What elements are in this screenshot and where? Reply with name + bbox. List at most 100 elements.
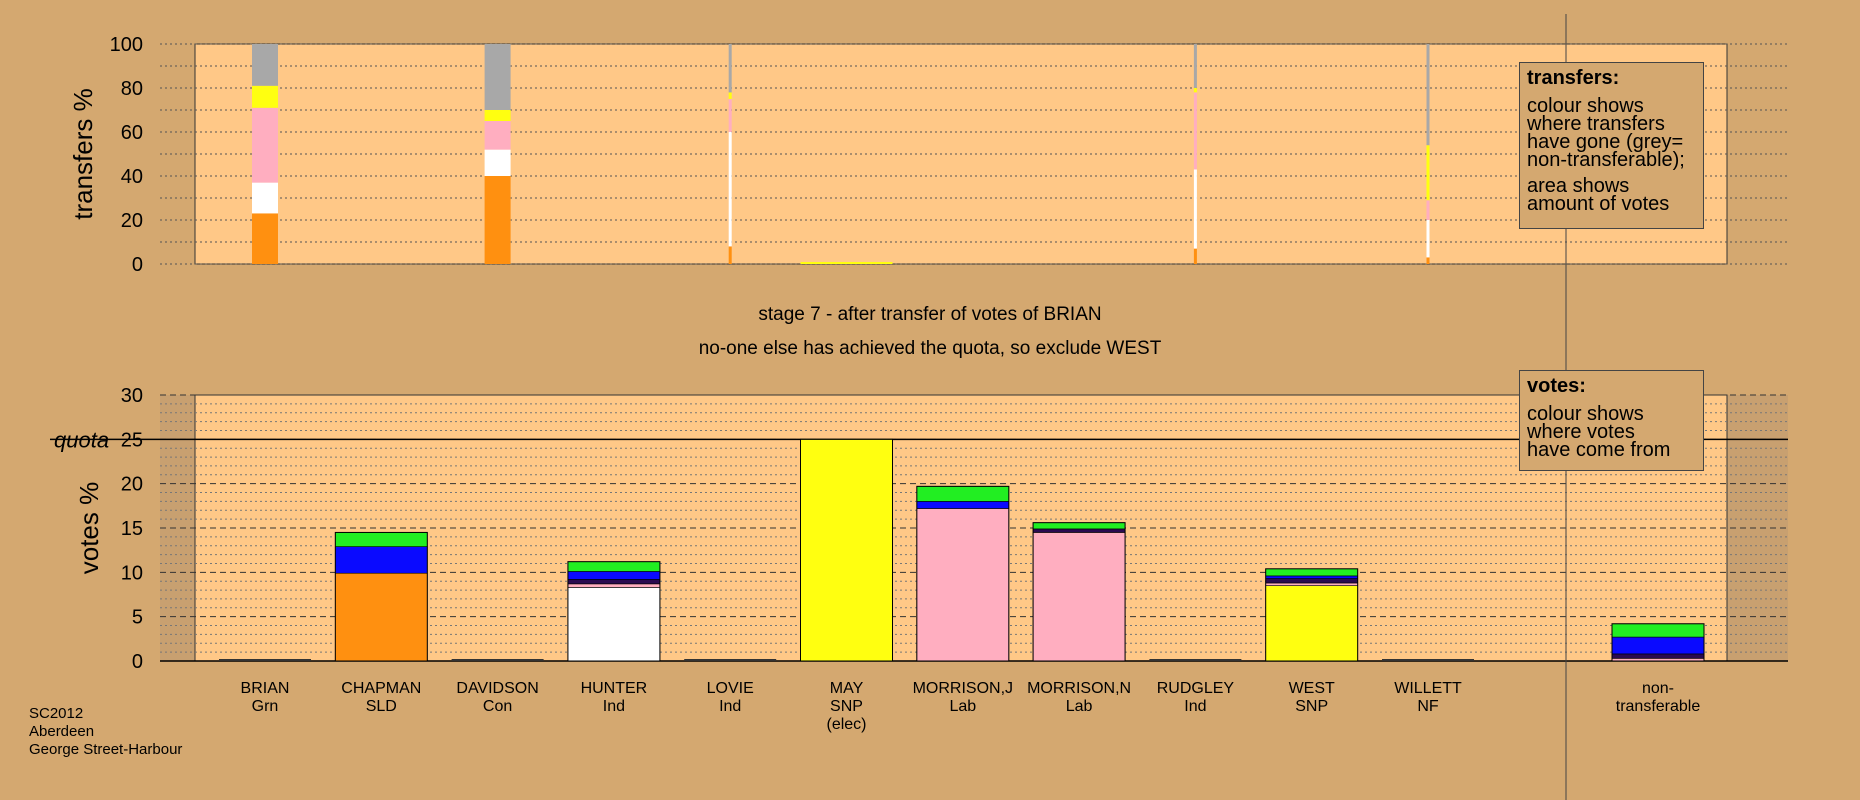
vote-bar-segment xyxy=(567,571,661,580)
vote-bar-segment xyxy=(1032,532,1126,662)
candidate-party-label: Ind xyxy=(603,698,625,715)
candidate-name-label: BRIAN xyxy=(241,680,290,697)
candidate-name-label: CHAPMAN xyxy=(341,680,421,697)
transfer-bar-segment xyxy=(1193,248,1197,264)
vote-bar-segment xyxy=(916,501,1010,509)
vote-bar-segment xyxy=(1265,575,1358,579)
transfer-bar-segment xyxy=(252,107,278,183)
transfers-tick-label: 40 xyxy=(121,166,143,188)
votes-tick-label: 15 xyxy=(121,518,143,540)
candidate-party-label: transferable xyxy=(1616,698,1701,715)
transfers-legend-line: have gone (grey= xyxy=(1527,131,1684,153)
transfers-tick-label: 20 xyxy=(121,210,143,232)
votes-legend-title: votes: xyxy=(1527,375,1586,397)
votes-tick-label: 5 xyxy=(132,607,143,629)
transfers-legend: transfers: colour shows where transfers … xyxy=(1519,62,1704,229)
transfer-bar-segment xyxy=(800,262,893,264)
transfer-bar-segment xyxy=(1193,44,1197,88)
transfer-bar-segment xyxy=(1193,169,1197,249)
transfers-tick-label: 0 xyxy=(132,254,143,276)
transfers-legend-line: amount of votes xyxy=(1527,193,1670,215)
candidate-name-label: MORRISON,N xyxy=(1027,680,1131,697)
stage-note: no-one else has achieved the quota, so e… xyxy=(698,338,1162,359)
vote-bar-segment xyxy=(334,546,428,574)
quota-label: quota xyxy=(54,427,109,452)
vote-bar-segment xyxy=(567,587,661,662)
transfer-bar-segment xyxy=(1426,200,1430,220)
vote-bar-outline xyxy=(334,531,428,662)
transfers-tick-label: 60 xyxy=(121,122,143,144)
candidate-party-label: Ind xyxy=(1184,698,1206,715)
candidate-name-label: MORRISON,J xyxy=(913,680,1013,697)
transfer-bar-segment xyxy=(1426,44,1430,146)
transfers-tick-label: 100 xyxy=(110,34,143,56)
vote-bar-segment xyxy=(1265,568,1358,577)
vote-bar-segment xyxy=(567,583,661,588)
transfer-bar-segment xyxy=(728,132,732,247)
vote-bar-segment xyxy=(1265,578,1358,584)
candidate-party-label: SLD xyxy=(366,698,397,715)
vote-bar-segment xyxy=(1611,653,1705,659)
votes-legend: votes: colour shows where votes have com… xyxy=(1519,370,1704,471)
transfers-legend-line: non-transferable); xyxy=(1527,149,1685,171)
candidate-party-label: Ind xyxy=(719,698,741,715)
vote-bar-outline xyxy=(567,561,661,662)
candidate-name-label: DAVIDSON xyxy=(456,680,538,697)
vote-bar-segment xyxy=(567,561,661,572)
candidate-party-label: SNP xyxy=(1295,698,1328,715)
transfers-legend-line: where transfers xyxy=(1527,113,1665,135)
transfers-legend-title: transfers: xyxy=(1527,67,1620,89)
vote-bar-segment xyxy=(1032,522,1126,530)
transfer-bar-segment xyxy=(484,176,511,264)
transfer-bar-segment xyxy=(252,85,278,108)
candidate-note-label: (elec) xyxy=(826,716,866,733)
transfer-bar-segment xyxy=(1426,145,1430,201)
candidate-name-label: RUDGLEY xyxy=(1157,680,1235,697)
transfer-bar-segment xyxy=(728,99,732,132)
transfers-legend-line: colour shows xyxy=(1527,95,1644,117)
vote-bar-segment xyxy=(1032,528,1126,533)
transfer-bar-segment xyxy=(1193,92,1197,170)
votes-legend-line: colour shows xyxy=(1527,403,1644,425)
transfers-axis-label: transfers % xyxy=(68,88,98,220)
candidate-party-label: Con xyxy=(483,698,512,715)
vote-bar-segment xyxy=(1611,636,1705,655)
caption-line: Aberdeen xyxy=(29,723,95,740)
vote-bar-outline xyxy=(916,485,1010,662)
vote-bar-outline xyxy=(1611,623,1705,662)
transfer-bar-segment xyxy=(728,92,732,99)
candidate-name-label: LOVIE xyxy=(707,680,754,697)
vote-bar-segment xyxy=(1265,582,1358,586)
vote-bar-segment xyxy=(916,486,1010,502)
transfer-bar-segment xyxy=(1426,220,1430,258)
vote-bar-segment xyxy=(567,579,661,585)
transfer-bar-segment xyxy=(1193,88,1197,93)
vote-bar-outline xyxy=(800,438,893,662)
vote-bar-segment xyxy=(1611,623,1705,638)
transfer-bar-segment xyxy=(484,44,511,110)
vote-bar-segment xyxy=(916,508,1010,662)
votes-legend-line: where votes xyxy=(1527,421,1635,443)
vote-bar-segment xyxy=(334,532,428,547)
votes-tick-label: 10 xyxy=(121,562,143,584)
transfer-bar-segment xyxy=(252,213,278,264)
votes-axis-label: votes % xyxy=(74,482,104,575)
transfer-bar-segment xyxy=(484,149,511,176)
votes-legend-line: have come from xyxy=(1527,439,1671,461)
transfers-tick-label: 80 xyxy=(121,78,143,100)
caption-line: SC2012 xyxy=(29,705,84,722)
votes-tick-label: 25 xyxy=(121,429,143,451)
votes-tick-label: 0 xyxy=(132,651,143,673)
vote-bar-segment xyxy=(800,439,893,662)
transfers-legend-line: area shows xyxy=(1527,175,1630,197)
candidate-party-label: SNP xyxy=(830,698,863,715)
vote-bar-outline xyxy=(1265,568,1359,662)
candidate-name-label: WILLETT xyxy=(1394,680,1462,697)
vote-bar-outline xyxy=(1032,522,1126,662)
stage-title: stage 7 - after transfer of votes of BRI… xyxy=(758,304,1102,325)
vote-bar-segment xyxy=(1265,585,1358,662)
votes-tick-label: 20 xyxy=(121,474,143,496)
candidate-name-label: HUNTER xyxy=(581,680,648,697)
